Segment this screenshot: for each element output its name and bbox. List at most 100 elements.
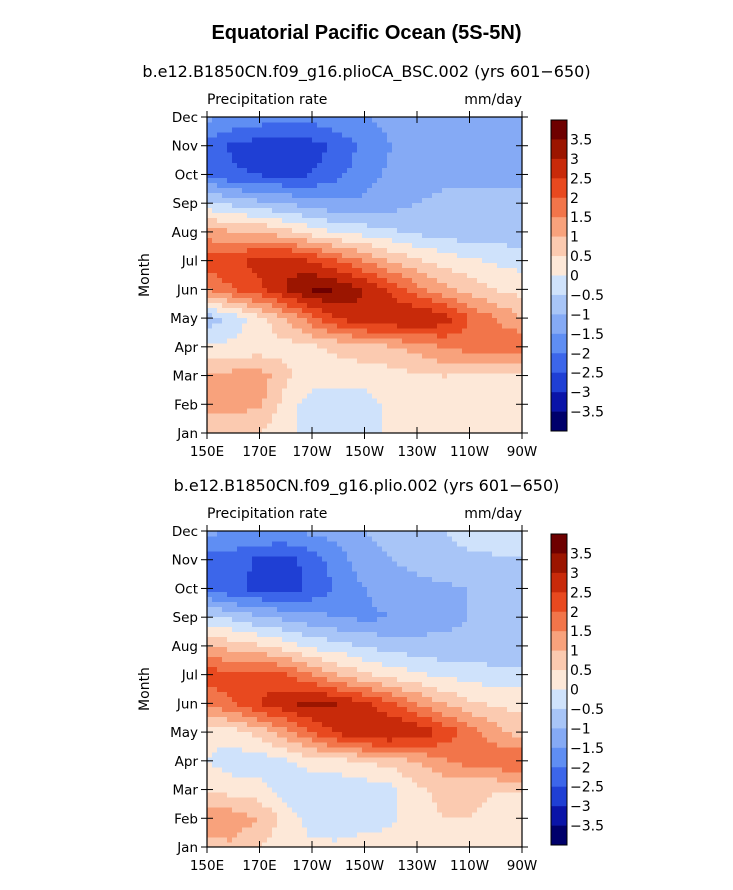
heatmap-cell	[227, 337, 233, 344]
heatmap-cell	[467, 287, 473, 294]
heatmap-cell	[262, 337, 268, 344]
heatmap-cell	[362, 307, 368, 314]
heatmap-cell	[512, 192, 518, 198]
heatmap-cell	[377, 282, 383, 289]
heatmap-cell	[277, 202, 283, 208]
heatmap-cell	[237, 202, 243, 208]
heatmap-cell	[407, 137, 413, 143]
heatmap-cell	[262, 122, 268, 128]
heatmap-cell	[517, 167, 523, 173]
heatmap-cell	[227, 422, 233, 429]
heatmap-cell	[392, 292, 398, 299]
heatmap-cell	[352, 227, 358, 233]
heatmap-cell	[282, 237, 288, 243]
heatmap-cell	[312, 167, 318, 173]
heatmap-cell	[457, 776, 463, 783]
heatmap-cell	[392, 796, 398, 803]
heatmap-cell	[287, 387, 293, 394]
heatmap-cell	[277, 347, 283, 354]
heatmap-cell	[257, 801, 263, 808]
heatmap-cell	[347, 227, 353, 233]
heatmap-cell	[472, 362, 478, 369]
heatmap-cell	[362, 227, 368, 233]
heatmap-cell	[427, 222, 433, 228]
heatmap-cell	[362, 252, 368, 259]
heatmap-cell	[437, 307, 443, 314]
heatmap-cell	[282, 192, 288, 198]
heatmap-cell	[492, 796, 498, 803]
heatmap-cell	[257, 152, 263, 158]
heatmap-cell	[502, 327, 508, 334]
heatmap-cell	[407, 811, 413, 818]
heatmap-cell	[402, 152, 408, 158]
heatmap-cell	[287, 237, 293, 243]
heatmap-cell	[382, 122, 388, 128]
heatmap-cell	[397, 821, 403, 828]
x-tick-label: 110W	[450, 444, 489, 460]
heatmap-cell	[402, 811, 408, 818]
heatmap-cell	[232, 157, 238, 163]
heatmap-cell	[517, 342, 523, 349]
heatmap-cell	[402, 417, 408, 424]
heatmap-cell	[507, 267, 513, 274]
heatmap-cell	[327, 222, 333, 228]
heatmap-cell	[482, 806, 488, 813]
heatmap-cell	[347, 222, 353, 228]
heatmap-cell	[262, 137, 268, 143]
heatmap-cell	[447, 192, 453, 198]
heatmap-cell	[227, 212, 233, 218]
heatmap-cell	[372, 342, 378, 349]
heatmap-cell	[387, 811, 393, 818]
heatmap-cell	[272, 197, 278, 203]
colorbar-box	[551, 294, 567, 315]
heatmap-cell	[212, 207, 218, 213]
heatmap-cell	[347, 806, 353, 813]
heatmap-cell	[287, 836, 293, 843]
heatmap-cell	[482, 786, 488, 793]
heatmap-cell	[507, 257, 513, 264]
heatmap-cell	[247, 806, 253, 813]
heatmap-cell	[377, 372, 383, 379]
heatmap-cell	[277, 372, 283, 379]
heatmap-cell	[287, 357, 293, 364]
heatmap-cell	[267, 222, 273, 228]
heatmap-cell	[312, 427, 318, 434]
heatmap-cell	[307, 177, 313, 183]
heatmap-cell	[417, 372, 423, 379]
heatmap-cell	[332, 277, 338, 284]
heatmap-cell	[427, 237, 433, 243]
heatmap-cell	[302, 806, 308, 813]
heatmap-cell	[377, 227, 383, 233]
heatmap-cell	[307, 427, 313, 434]
heatmap-cell	[432, 202, 438, 208]
heatmap-cell	[357, 412, 363, 419]
heatmap-cell	[212, 407, 218, 414]
heatmap-cell	[237, 157, 243, 163]
heatmap-cell	[477, 222, 483, 228]
heatmap-cell	[237, 342, 243, 349]
heatmap-cell	[292, 382, 298, 389]
heatmap-cell	[372, 137, 378, 143]
heatmap-cell	[337, 272, 343, 279]
heatmap-cell	[332, 117, 338, 123]
heatmap-cell	[287, 227, 293, 233]
heatmap-cell	[277, 806, 283, 813]
heatmap-cell	[217, 397, 223, 404]
heatmap-cell	[352, 427, 358, 434]
heatmap-cell	[277, 412, 283, 419]
heatmap-cell	[477, 302, 483, 309]
heatmap-cell	[417, 197, 423, 203]
heatmap-cell	[407, 357, 413, 364]
heatmap-cell	[397, 412, 403, 419]
heatmap-cell	[297, 831, 303, 838]
heatmap-cell	[367, 397, 373, 404]
heatmap-cell	[412, 237, 418, 243]
heatmap-cell	[382, 417, 388, 424]
heatmap-cell	[362, 317, 368, 324]
heatmap-cell	[217, 776, 223, 783]
heatmap-cell	[392, 272, 398, 279]
heatmap-cell	[487, 237, 493, 243]
heatmap-cell	[282, 806, 288, 813]
heatmap-cell	[442, 781, 448, 788]
